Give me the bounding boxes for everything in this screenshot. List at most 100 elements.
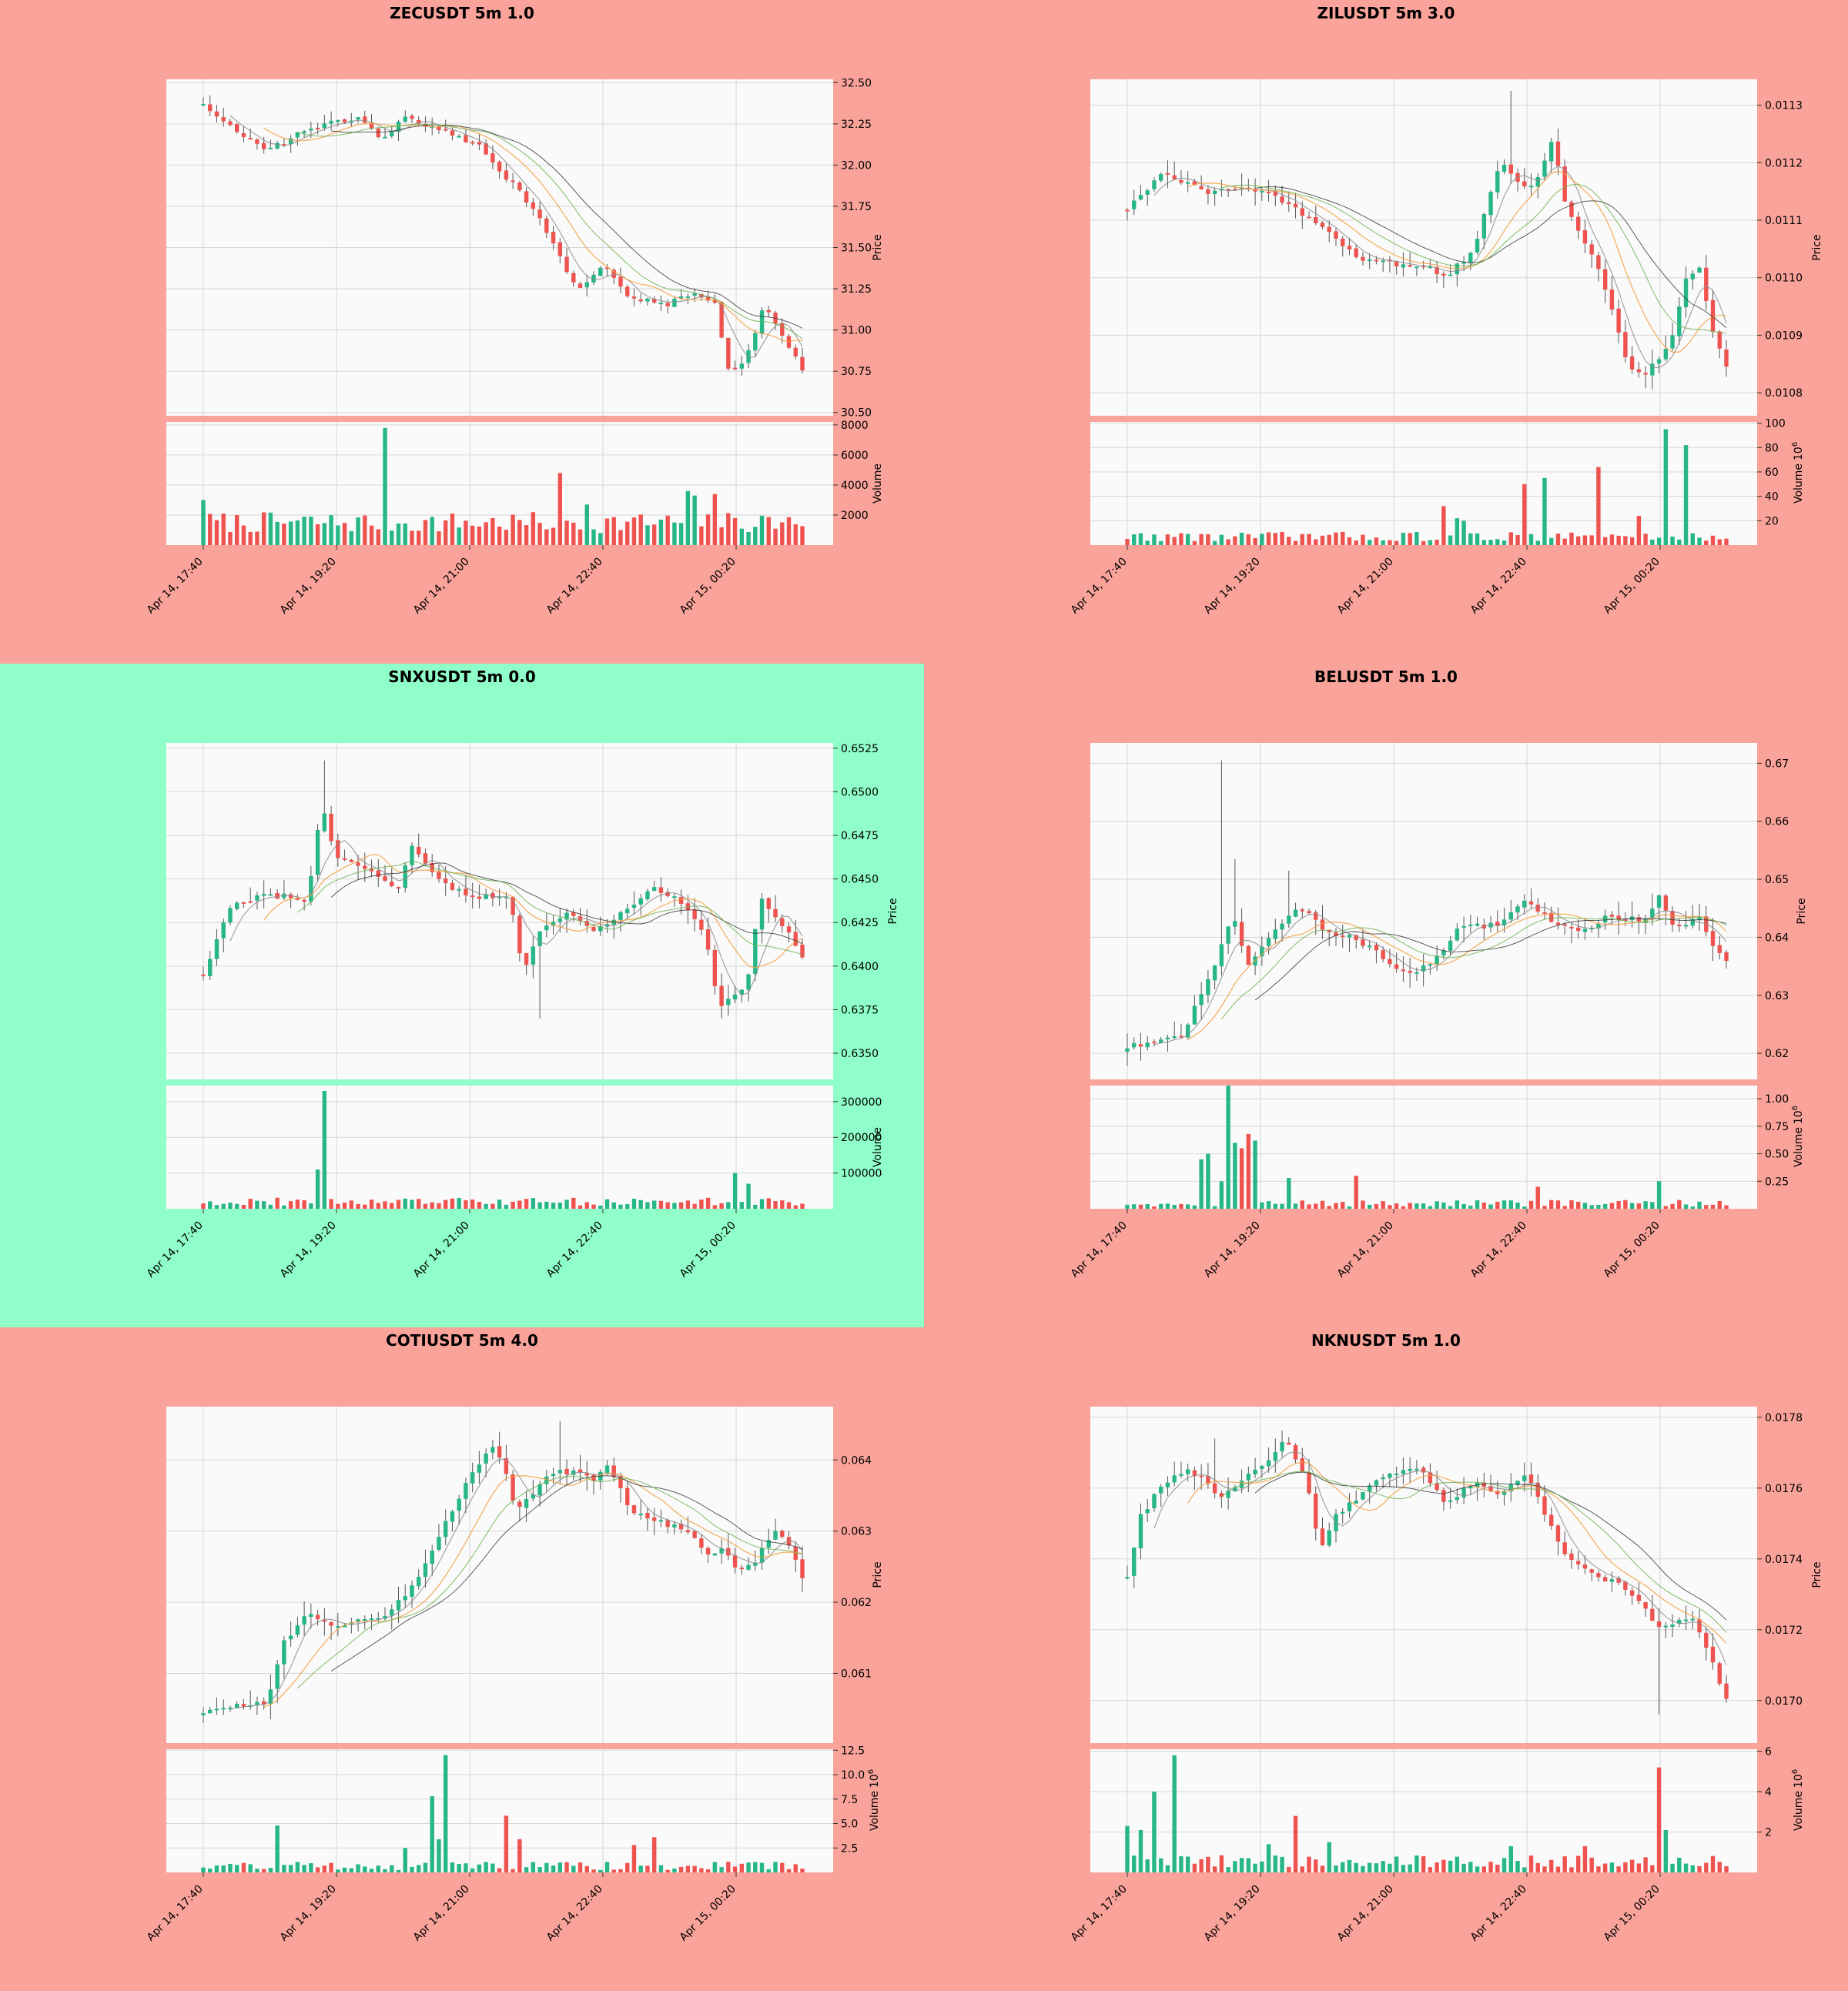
volume-bar	[1347, 537, 1352, 545]
candle-body	[1582, 929, 1588, 932]
volume-bar	[1535, 540, 1540, 545]
candle-body	[699, 1538, 704, 1548]
candle-body	[712, 1553, 718, 1556]
volume-bar	[1704, 1205, 1709, 1209]
price-tick-label: 0.0172	[1765, 1625, 1803, 1637]
volume-bar	[484, 1203, 488, 1209]
candle-body	[1165, 1482, 1170, 1487]
volume-bar	[430, 1202, 434, 1209]
volume-bar	[1663, 429, 1669, 545]
volume-bar	[1602, 1203, 1608, 1209]
candle-body	[437, 872, 441, 879]
volume-bar	[524, 525, 529, 545]
candle-body	[356, 1619, 360, 1623]
volume-bar	[1179, 533, 1183, 545]
candle-body	[625, 286, 630, 296]
volume-bar	[1307, 1204, 1311, 1209]
volume-bar	[1212, 1206, 1217, 1209]
moving-average-line	[1153, 1451, 1727, 1665]
volume-bar	[1327, 1842, 1331, 1872]
candle-body	[753, 333, 758, 351]
volume-bar	[1596, 467, 1601, 545]
candle-body	[1629, 1590, 1635, 1596]
volume-bar	[1192, 1205, 1197, 1209]
candle-body	[1697, 267, 1702, 273]
candle-body	[470, 1472, 475, 1484]
volume-tick-label: 6	[1765, 1746, 1772, 1758]
candle-body	[551, 231, 556, 244]
volume-bar	[295, 1862, 300, 1872]
volume-bar	[1575, 1855, 1581, 1872]
candle-body	[1683, 925, 1689, 927]
price-tick-label: 0.0111	[1765, 215, 1803, 227]
volume-bar	[672, 522, 677, 545]
volume-bar	[349, 530, 354, 545]
price-tick-label: 31.50	[841, 243, 872, 255]
volume-bar	[1260, 534, 1264, 545]
candle-body	[443, 129, 448, 131]
volume-bar	[1266, 1201, 1271, 1209]
candle-body	[732, 994, 738, 999]
volume-bar	[497, 1200, 502, 1209]
volume-bar	[228, 1203, 233, 1209]
volume-bar	[1710, 1204, 1716, 1209]
volume-bar	[651, 1837, 657, 1872]
volume-bar	[665, 1869, 670, 1872]
volume-bar	[1145, 1859, 1150, 1872]
volume-bar	[726, 1202, 731, 1209]
volume-bar	[1132, 534, 1137, 545]
candle-body	[1435, 266, 1439, 275]
price-tick-label: 0.6425	[841, 917, 879, 929]
price-tick-label: 0.061	[841, 1668, 872, 1680]
candle-body	[645, 298, 650, 302]
volume-bar	[1260, 1202, 1264, 1209]
volume-bar	[651, 1200, 657, 1209]
volume-bar	[1629, 1859, 1635, 1872]
volume-bar	[699, 1200, 704, 1209]
candle-body	[1488, 192, 1493, 216]
candle-body	[1575, 1561, 1581, 1564]
volume-bar	[658, 1865, 664, 1872]
volume-bar	[611, 1202, 616, 1209]
volume-bar	[604, 1199, 610, 1209]
volume-bar	[1334, 532, 1338, 545]
volume-bar	[396, 1869, 401, 1872]
volume-bar	[1555, 1866, 1561, 1872]
volume-bar	[342, 523, 347, 545]
volume-bar	[571, 1197, 576, 1209]
candle-body	[1341, 1511, 1345, 1514]
price-tick-label: 0.0110	[1765, 273, 1803, 285]
moving-average-line	[263, 854, 803, 969]
candle-body	[773, 1531, 778, 1540]
volume-bar	[241, 1204, 246, 1209]
volume-bar	[531, 1862, 536, 1872]
volume-bar	[1515, 1203, 1520, 1209]
candle-body	[631, 296, 637, 299]
candle-body	[1165, 172, 1170, 175]
candle-body	[1179, 1474, 1183, 1476]
volume-bar	[1192, 1863, 1197, 1872]
candle-body	[369, 868, 374, 872]
candle-body	[1724, 952, 1729, 962]
volume-bar	[1724, 1866, 1729, 1872]
volume-bar	[625, 521, 630, 545]
candle-body	[255, 1702, 259, 1705]
candle-body	[1132, 200, 1137, 209]
volume-bar	[773, 1862, 778, 1872]
candle-body	[1468, 253, 1473, 263]
candle-body	[1461, 925, 1466, 928]
candle-body	[1381, 260, 1385, 263]
candle-body	[1125, 1577, 1130, 1579]
candle-body	[221, 922, 226, 939]
price-tick-label: 31.00	[841, 325, 872, 337]
candle-body	[1609, 289, 1615, 310]
candle-body	[282, 144, 286, 146]
volume-bar	[322, 523, 327, 545]
volume-bar	[1374, 537, 1379, 545]
volume-bar	[1481, 540, 1487, 545]
candle-body	[1172, 175, 1177, 179]
volume-tick-label: 4000	[841, 480, 869, 492]
candle-body	[1623, 919, 1628, 922]
volume-bar	[1629, 537, 1635, 545]
volume-bar	[1125, 1204, 1130, 1209]
